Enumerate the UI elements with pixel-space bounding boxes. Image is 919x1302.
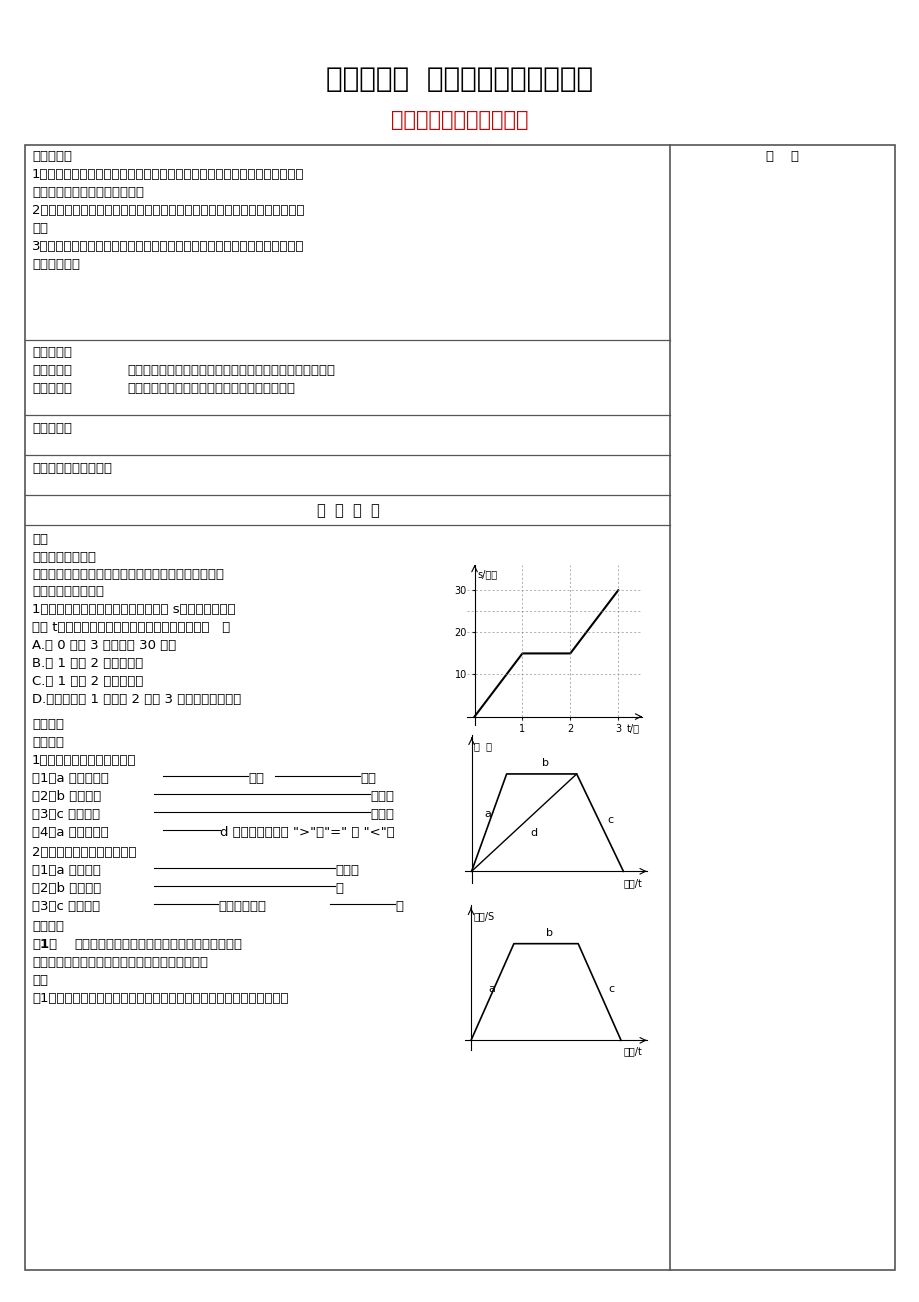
Text: A.从 0 时到 3 时，行驶 30 千米: A.从 0 时到 3 时，行驶 30 千米 (32, 639, 176, 652)
Text: 三维目标：: 三维目标： (32, 150, 72, 163)
Text: D.从出发地到 1 时与从 2 时到 3 时的行驶速度相同: D.从出发地到 1 时与从 2 时到 3 时的行驶速度相同 (32, 693, 241, 706)
Text: （1）汽车从出发到最后停止共经过了多少时间？它的最高时速是多少？: （1）汽车从出发到最后停止共经过了多少时间？它的最高时速是多少？ (32, 992, 289, 1005)
Text: ；: ； (335, 881, 343, 894)
Text: 1、观察右图回答下列问题：: 1、观察右图回答下列问题： (32, 754, 136, 767)
Text: 速  度: 速 度 (473, 741, 492, 751)
Text: 用图象表示的变量间关系: 用图象表示的变量间关系 (391, 109, 528, 130)
Text: 通过速度随时间变化的实际情境，能分析出变量之间关系。: 通过速度随时间变化的实际情境，能分析出变量之间关系。 (127, 365, 335, 378)
Text: 3、情感与态度：通过速度随时间变化的实际情境，进一步体验图象上的点所: 3、情感与态度：通过速度随时间变化的实际情境，进一步体验图象上的点所 (32, 240, 304, 253)
Text: 运动；: 运动； (369, 790, 393, 803)
Text: t/时: t/时 (626, 723, 639, 733)
Text: 教学重点：: 教学重点： (32, 365, 72, 378)
Text: a: a (484, 809, 491, 819)
Text: B.从 1 时到 2 时匀速前进: B.从 1 时到 2 时匀速前进 (32, 658, 143, 671)
Text: 的图像表示一辆汽车的速度随时间变化而变化的情: 的图像表示一辆汽车的速度随时间变化而变化的情 (32, 956, 208, 969)
Text: 汽车在行驶的过程中，速度往往是变化的。下面: 汽车在行驶的过程中，速度往往是变化的。下面 (74, 937, 242, 950)
Text: b: b (546, 928, 552, 937)
Text: 教学难点：: 教学难点： (32, 381, 72, 395)
Text: （2）b 代表物体: （2）b 代表物体 (32, 790, 101, 803)
Text: b: b (541, 758, 548, 768)
Text: 解。: 解。 (32, 223, 48, 234)
Text: 运动；: 运动； (335, 865, 358, 878)
Text: d: d (529, 828, 537, 838)
Text: 要点指导: 要点指导 (32, 736, 64, 749)
Text: c: c (607, 815, 613, 824)
Text: 例题讲解: 例题讲解 (32, 921, 64, 934)
Text: 教学方法：自主探究法: 教学方法：自主探究法 (32, 462, 112, 475)
Text: （3）c 代表物体: （3）c 代表物体 (32, 809, 100, 822)
Text: （二）、思考：每一个图像反映了什么样的变化过程？: （二）、思考：每一个图像反映了什么样的变化过程？ (32, 568, 223, 581)
Text: （3）c 代表物体: （3）c 代表物体 (32, 900, 100, 913)
Text: 运动；: 运动； (369, 809, 393, 822)
Text: 2、过程与方法：经历从图中分析变量之间关系的过程，加深对图象表示的理: 2、过程与方法：经历从图中分析变量之间关系的过程，加深对图象表示的理 (32, 204, 304, 217)
Text: 学习过程: 学习过程 (32, 717, 64, 730)
Text: C.从 1 时到 2 时原地不动: C.从 1 时到 2 时原地不动 (32, 674, 143, 687)
Text: （新教材）  北师大版精品数学资料: （新教材） 北师大版精品数学资料 (326, 65, 593, 92)
Text: a: a (488, 984, 494, 993)
Text: 时间/t: 时间/t (623, 1046, 641, 1056)
Text: 路程/S: 路程/S (472, 911, 494, 921)
Text: 有条理地进行语言表达的能力。: 有条理地进行语言表达的能力。 (32, 186, 144, 199)
Text: 况。: 况。 (32, 974, 48, 987)
Text: 运动直至回到: 运动直至回到 (218, 900, 266, 913)
Text: 重点难点：: 重点难点： (32, 346, 72, 359)
Text: 1、如图，是某人骑自行车的行驶路程 s（千米）与行驶: 1、如图，是某人骑自行车的行驶路程 s（千米）与行驶 (32, 603, 235, 616)
Text: 教具准备：: 教具准备： (32, 422, 72, 435)
Text: （三）、预习作业：: （三）、预习作业： (32, 585, 104, 598)
Text: 表示的意义。: 表示的意义。 (32, 258, 80, 271)
Text: （1）a 代表物体从: （1）a 代表物体从 (32, 772, 108, 785)
Text: 1、知识与技能：从图中分析变量之间关系，发展从图象中获得信息的能力及: 1、知识与技能：从图中分析变量之间关系，发展从图象中获得信息的能力及 (32, 168, 304, 181)
Text: 时间 t（时）的函数图像，下列说法不正确的是（   ）: 时间 t（时）的函数图像，下列说法不正确的是（ ） (32, 621, 230, 634)
Text: ；: ； (394, 900, 403, 913)
Bar (25, 145, 894, 1269)
Text: （2）b 代表物体: （2）b 代表物体 (32, 881, 101, 894)
Text: 预习: 预习 (32, 533, 48, 546)
Text: 开始: 开始 (248, 772, 264, 785)
Text: 2、观察右图回答下列问题：: 2、观察右图回答下列问题： (32, 846, 136, 859)
Text: （1）a 代表物体: （1）a 代表物体 (32, 865, 101, 878)
Text: （4）a 表示的速度: （4）a 表示的速度 (32, 825, 108, 838)
Text: s/千米: s/千米 (476, 569, 496, 579)
Text: 运动: 运动 (359, 772, 376, 785)
Text: 例1、: 例1、 (32, 937, 57, 950)
Text: 现实中变量的变化关系，判断变化的可能图象。: 现实中变量的变化关系，判断变化的可能图象。 (127, 381, 295, 395)
Text: 批    注: 批 注 (766, 150, 799, 163)
Text: （一）、预习课本: （一）、预习课本 (32, 551, 96, 564)
Text: d 表示的速度（填 ">"、"=" 或 "<"）: d 表示的速度（填 ">"、"=" 或 "<"） (220, 825, 394, 838)
Text: c: c (607, 984, 614, 993)
Text: 教  学  过  程: 教 学 过 程 (316, 503, 379, 518)
Text: 时间/t: 时间/t (622, 878, 641, 888)
